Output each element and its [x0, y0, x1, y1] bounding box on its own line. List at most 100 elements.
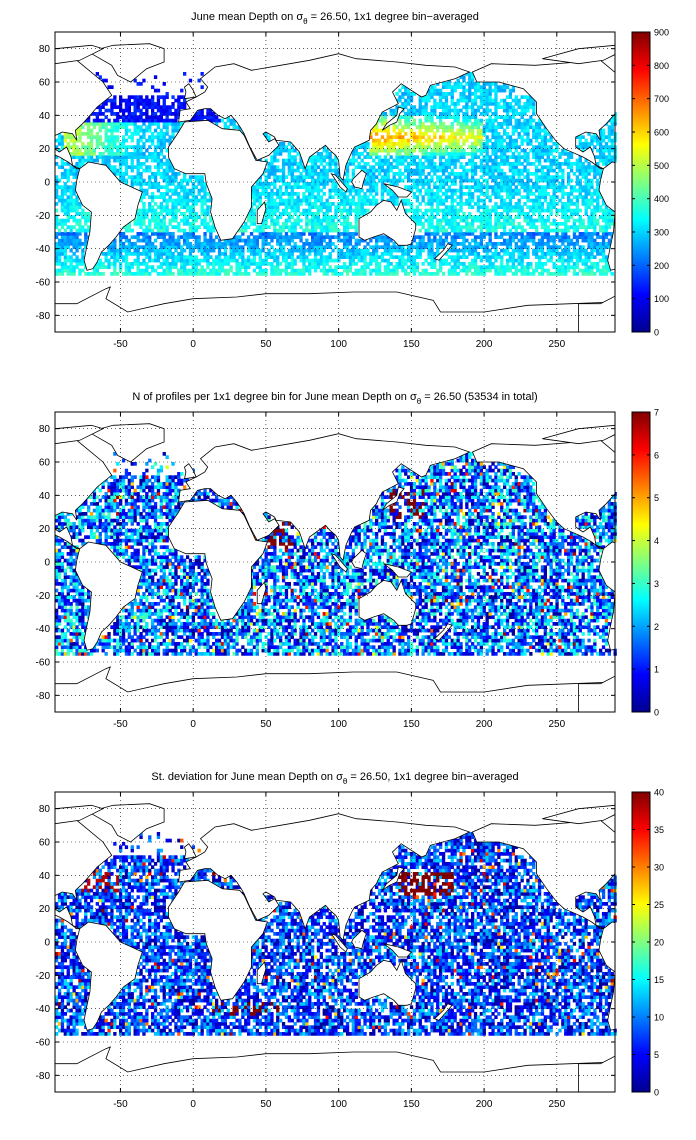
data-cell: [287, 238, 292, 243]
data-cell: [453, 262, 457, 266]
data-cell: [549, 198, 553, 203]
data-cell: [165, 212, 169, 216]
data-cell: [168, 162, 172, 166]
data-cell: [334, 205, 338, 210]
data-cell: [136, 128, 140, 133]
data-cell: [124, 165, 129, 170]
data-cell: [526, 198, 530, 203]
data-cell: [552, 188, 556, 193]
data-cell: [206, 252, 210, 256]
data-cell: [363, 252, 367, 256]
data-cell: [468, 228, 472, 233]
data-cell: [412, 195, 417, 200]
data-cell: [151, 138, 155, 143]
data-cell: [328, 178, 332, 183]
data-cell: [174, 215, 178, 220]
data-cell: [165, 132, 169, 136]
data-cell: [281, 158, 286, 163]
data-cell: [153, 268, 158, 273]
data-cell: [494, 212, 498, 216]
data-cell: [415, 208, 420, 213]
data-cell: [436, 252, 440, 256]
data-cell: [552, 178, 556, 183]
data-cell: [392, 245, 396, 250]
data-cell: [401, 142, 405, 146]
data-cell: [526, 135, 530, 140]
data-cell: [153, 222, 158, 226]
data-cell: [523, 195, 527, 200]
data-cell: [537, 175, 542, 180]
data-cell: [139, 172, 143, 176]
data-cell: [523, 188, 527, 193]
data-cell: [75, 195, 79, 200]
data-cell: [340, 255, 344, 260]
data-cell: [244, 258, 248, 263]
data-cell: [223, 255, 228, 260]
data-cell: [436, 192, 440, 196]
data-cell: [491, 168, 495, 173]
data-cell: [476, 218, 481, 223]
data-cell: [133, 235, 137, 240]
data-cell: [316, 152, 321, 156]
data-cell: [404, 185, 408, 190]
data-cell: [430, 255, 434, 260]
data-cell: [206, 255, 210, 260]
data-cell: [174, 245, 178, 250]
data-cell: [162, 268, 166, 273]
data-cell: [180, 255, 184, 260]
data-cell: [95, 145, 100, 150]
data-cell: [200, 198, 204, 203]
data-cell: [412, 272, 417, 276]
data-cell: [325, 202, 329, 206]
data-cell: [63, 145, 68, 150]
data-cell: [124, 138, 129, 143]
data-cell: [497, 125, 501, 130]
data-cell: [549, 168, 553, 173]
data-cell: [162, 132, 166, 136]
data-cell: [153, 165, 158, 170]
data-cell: [412, 132, 417, 136]
data-cell: [113, 125, 117, 130]
data-cell: [567, 172, 571, 176]
data-cell: [471, 218, 475, 223]
data-cell: [523, 212, 527, 216]
data-cell: [328, 215, 332, 220]
data-cell: [561, 152, 565, 156]
data-cell: [395, 135, 399, 140]
data-cell: [450, 172, 454, 176]
data-cell: [313, 228, 318, 233]
data-cell: [494, 235, 498, 240]
data-cell: [415, 218, 420, 223]
data-cell: [430, 192, 434, 196]
data-cell: [494, 182, 498, 186]
data-cell: [479, 205, 484, 210]
data-cell: [63, 132, 68, 136]
data-cell: [450, 195, 454, 200]
data-cell: [503, 208, 507, 213]
data-cell: [439, 222, 443, 226]
data-cell: [142, 202, 146, 206]
data-cell: [581, 185, 585, 190]
data-cell: [526, 252, 530, 256]
data-cell: [444, 205, 449, 210]
data-cell: [418, 178, 422, 183]
data-cell: [503, 205, 507, 210]
data-cell: [430, 218, 434, 223]
data-cell: [183, 272, 187, 276]
data-cell: [133, 272, 137, 276]
data-cell: [503, 225, 507, 230]
data-cell: [72, 175, 76, 180]
data-cell: [418, 132, 422, 136]
data-cell: [567, 175, 571, 180]
data-cell: [165, 255, 169, 260]
data-cell: [197, 248, 201, 253]
data-cell: [456, 222, 460, 226]
data-cell: [610, 158, 614, 163]
data-cell: [485, 192, 489, 196]
data-cell: [575, 272, 580, 276]
data-cell: [450, 155, 454, 160]
data-cell: [511, 252, 516, 256]
data-cell: [578, 215, 582, 220]
data-cell: [220, 268, 225, 273]
data-cell: [514, 128, 518, 133]
